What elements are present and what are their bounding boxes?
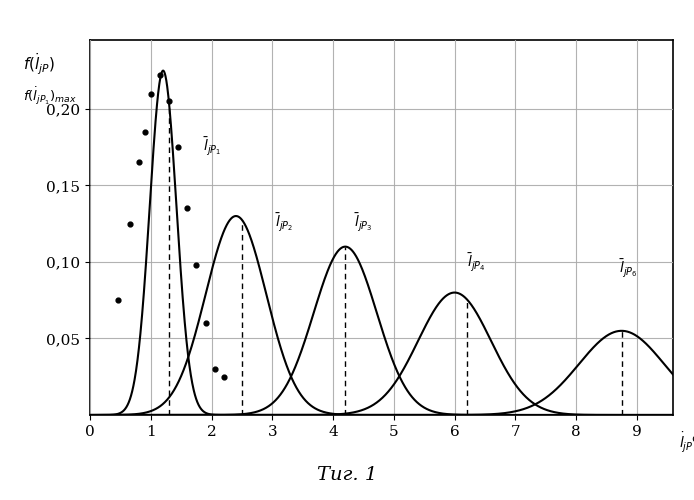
Text: $\bar{l}_{jP_4}$: $\bar{l}_{jP_4}$ xyxy=(466,252,485,274)
Text: $f(\dot{l}_{jP})$: $f(\dot{l}_{jP})$ xyxy=(23,52,56,77)
Point xyxy=(218,372,229,380)
Text: $\dot{l}_{jP}$%: $\dot{l}_{jP}$% xyxy=(679,430,694,454)
Point xyxy=(155,71,166,79)
Point xyxy=(191,261,202,269)
Point xyxy=(182,204,193,212)
Text: $\bar{l}_{jP_2}$: $\bar{l}_{jP_2}$ xyxy=(276,212,294,234)
Point xyxy=(209,365,220,373)
Point xyxy=(145,90,156,98)
Point xyxy=(124,220,135,228)
Point xyxy=(200,319,211,327)
Point xyxy=(139,128,151,136)
Point xyxy=(173,143,184,151)
Point xyxy=(112,296,123,304)
Text: $\bar{l}_{jP_1}$: $\bar{l}_{jP_1}$ xyxy=(203,136,221,158)
Text: Τиг. 1: Τиг. 1 xyxy=(317,466,377,484)
Point xyxy=(164,97,175,105)
Text: $\bar{l}_{jP_6}$: $\bar{l}_{jP_6}$ xyxy=(618,258,637,280)
Text: $\bar{l}_{jP_3}$: $\bar{l}_{jP_3}$ xyxy=(355,212,373,234)
Text: $f(\dot{l}_{jP_1})_{max}$: $f(\dot{l}_{jP_1})_{max}$ xyxy=(23,85,77,106)
Point xyxy=(133,158,144,166)
